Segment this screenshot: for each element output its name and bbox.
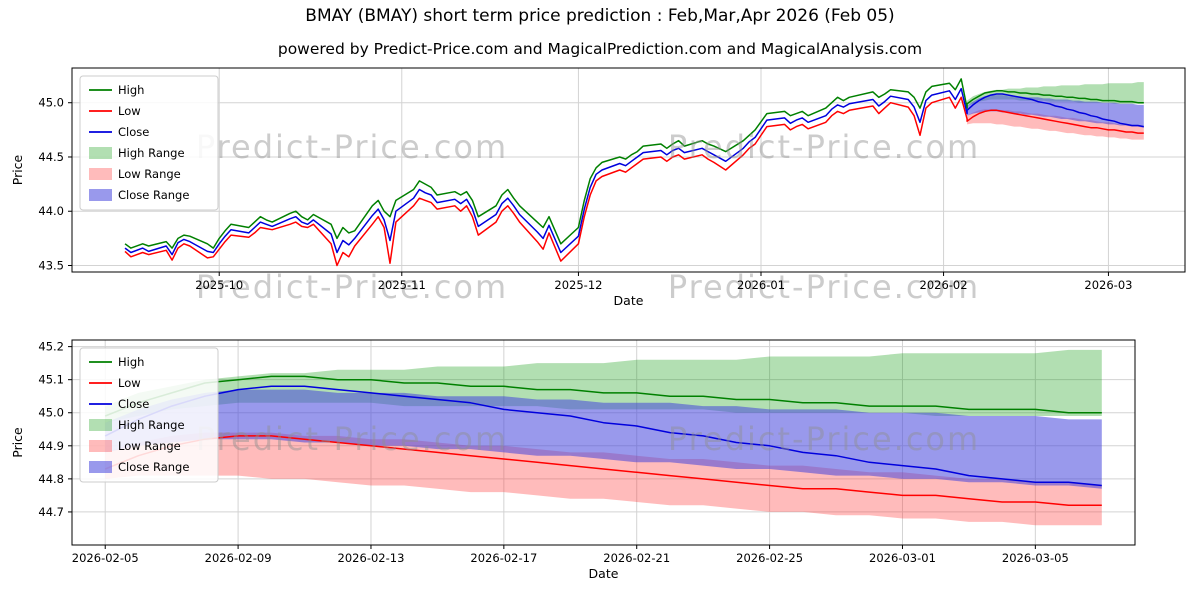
y-tick-label: 45.0 — [38, 406, 64, 420]
x-tick-label: 2025-12 — [554, 278, 602, 292]
x-tick-label: 2025-11 — [378, 278, 426, 292]
legend-label: Low Range — [118, 167, 181, 181]
x-tick-label: 2026-03-01 — [869, 551, 936, 565]
legend-label: Low — [118, 376, 141, 390]
x-tick-label: 2026-03-05 — [1002, 551, 1069, 565]
y-tick-label: 44.0 — [38, 204, 64, 218]
y-tick-label: 45.0 — [38, 96, 64, 110]
legend: High Low Close High Range Low Range Close Ran… — [79, 75, 219, 211]
legend-swatch-low_range — [89, 168, 112, 180]
close-line — [124, 87, 1144, 256]
x-tick-label: 2026-01 — [737, 278, 785, 292]
high-line — [124, 78, 1144, 249]
plot-frame — [71, 67, 1186, 273]
plot-frame — [71, 339, 1136, 546]
low-range-band — [967, 109, 1144, 140]
close-range-band — [105, 389, 1102, 489]
legend-label: Low Range — [118, 439, 181, 453]
watermark-text: Predict-Price.com — [668, 128, 980, 166]
legend-box — [79, 347, 219, 483]
x-axis-label: Date — [614, 293, 644, 308]
legend-swatch-high_range — [89, 419, 112, 431]
x-tick-label: 2026-02-09 — [205, 551, 272, 565]
x-tick-label: 2026-02-25 — [736, 551, 803, 565]
close-line — [104, 385, 1102, 487]
low-line — [104, 435, 1102, 507]
low-range-band — [105, 432, 1102, 526]
legend-label: High — [118, 83, 144, 97]
x-tick-label: 2025-10 — [195, 278, 243, 292]
page-subtitle: powered by Predict-Price.com and Magical… — [277, 40, 923, 58]
legend-label: High Range — [118, 418, 185, 432]
y-tick-label: 45.1 — [38, 373, 64, 387]
y-tick-label: 45.2 — [38, 340, 64, 354]
legend-swatch-close_range — [89, 189, 112, 201]
y-tick-label: 44.9 — [38, 439, 64, 453]
top-chart: Predict-Price.com Predict-Price.com Predic… — [10, 67, 1186, 308]
y-tick-label: 44.8 — [38, 472, 64, 486]
x-tick-label: 2026-02-05 — [72, 551, 139, 565]
legend-swatch-low_range — [89, 440, 112, 452]
legend-label: Close — [118, 125, 149, 139]
x-tick-label: 2026-02-17 — [470, 551, 537, 565]
x-tick-label: 2026-02 — [920, 278, 968, 292]
legend-label: High Range — [118, 146, 185, 160]
page-title: BMAY (BMAY) short term price prediction … — [305, 6, 895, 26]
legend-label: High — [118, 355, 144, 369]
bottom-chart: Predict-Price.com Predict-Price.com 44.7 44… — [10, 339, 1136, 581]
y-tick-label: 43.5 — [38, 258, 64, 272]
low-line — [124, 96, 1144, 267]
watermark-text: Predict-Price.com — [196, 268, 508, 306]
watermark-text: Predict-Price.com — [668, 420, 980, 458]
legend-label: Low — [118, 104, 141, 118]
legend-box — [79, 75, 219, 211]
legend-label: Close Range — [118, 188, 189, 202]
watermark-text: Predict-Price.com — [196, 420, 508, 458]
legend-label: Close — [118, 397, 149, 411]
y-tick-label: 44.5 — [38, 150, 64, 164]
y-tick-label: 44.7 — [38, 505, 64, 519]
legend-swatch-high_range — [89, 147, 112, 159]
x-tick-label: 2026-02-21 — [603, 551, 670, 565]
legend-label: Close Range — [118, 460, 189, 474]
close-range-band — [967, 95, 1144, 128]
x-tick-label: 2026-02-13 — [338, 551, 405, 565]
legend-swatch-close_range — [89, 461, 112, 473]
x-axis-label: Date — [589, 566, 619, 581]
y-axis-label: Price — [10, 427, 25, 458]
y-axis-label: Price — [10, 154, 25, 185]
legend: High Low Close High Range Low Range Close Ran… — [79, 347, 219, 483]
high-line — [104, 375, 1102, 417]
watermark-text: Predict-Price.com — [668, 268, 980, 306]
watermark-text: Predict-Price.com — [196, 128, 508, 166]
x-tick-label: 2026-03 — [1084, 278, 1132, 292]
